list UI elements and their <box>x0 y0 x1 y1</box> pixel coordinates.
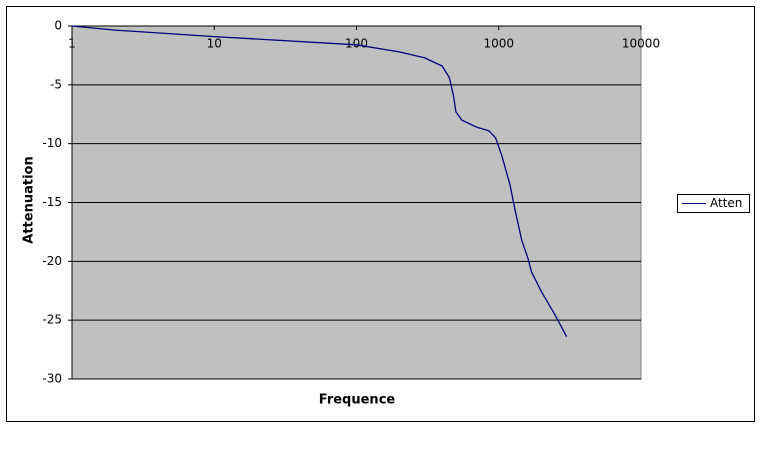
y-axis-label: Attenuation <box>22 156 37 243</box>
x-tick-label: 10000 <box>622 37 660 51</box>
x-tick-label: 1000 <box>483 37 514 51</box>
legend-label: Atten <box>710 196 742 210</box>
legend-box <box>677 194 750 213</box>
y-tick-label: -30 <box>42 372 62 386</box>
y-tick-label: -5 <box>50 77 62 91</box>
x-axis-label: Frequence <box>319 393 396 408</box>
x-tick-label: 10 <box>207 37 222 51</box>
x-tick-label: 100 <box>345 37 368 51</box>
y-tick-label: -25 <box>42 313 62 327</box>
y-tick-label: -10 <box>42 136 62 150</box>
y-tick-label: -15 <box>42 195 62 209</box>
series-line <box>71 25 568 337</box>
y-tick-label: 0 <box>54 19 62 33</box>
y-tick-label: -20 <box>42 254 62 268</box>
